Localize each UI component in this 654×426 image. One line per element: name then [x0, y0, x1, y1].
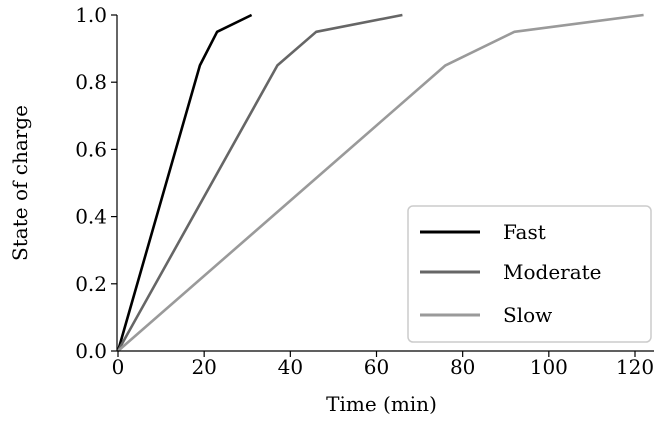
y-tick-label: 1.0 — [75, 3, 107, 27]
legend-label-slow: Slow — [503, 303, 552, 327]
x-tick-label: 60 — [364, 355, 389, 379]
x-axis-title: Time (min) — [326, 392, 437, 416]
legend: Fast Moderate Slow — [407, 205, 652, 343]
y-tick-label: 0.4 — [75, 205, 107, 229]
series-layer — [116, 13, 644, 352]
x-tick-label: 120 — [616, 355, 654, 379]
legend-label-fast: Fast — [503, 220, 546, 244]
x-tick-label: 0 — [112, 355, 125, 379]
y-tick-label: 0.6 — [75, 137, 107, 161]
series-line-moderate — [116, 13, 403, 352]
y-tick-label: 0.0 — [75, 339, 107, 363]
legend-label-moderate: Moderate — [503, 260, 602, 284]
x-axis-ticks: 0 20 40 60 80 100 120 — [112, 351, 654, 379]
x-tick-label: 20 — [191, 355, 216, 379]
y-tick-label: 0.2 — [75, 272, 107, 296]
y-tick-label: 0.8 — [75, 70, 107, 94]
series-line-fast — [116, 13, 253, 352]
x-tick-label: 100 — [530, 355, 568, 379]
x-tick-label: 80 — [450, 355, 475, 379]
y-axis-ticks: 0.0 0.2 0.4 0.6 0.8 1.0 — [75, 3, 117, 363]
y-axis-title: State of charge — [8, 105, 32, 261]
legend-frame — [407, 205, 652, 343]
series-line-slow — [117, 13, 644, 352]
x-tick-label: 40 — [278, 355, 303, 379]
